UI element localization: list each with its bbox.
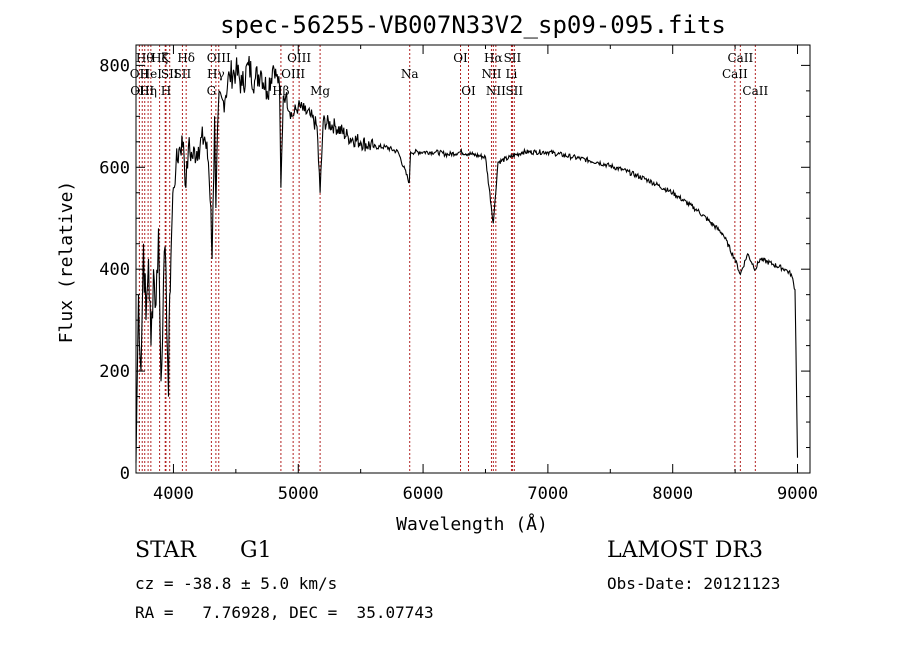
line-label-7: H (161, 84, 171, 98)
line-label-11: G (207, 84, 217, 98)
line-label-9: Hδ (177, 51, 195, 65)
line-label-5: Hζ (151, 51, 168, 65)
line-label-17: Mg (310, 84, 330, 98)
line-label-8: SII (161, 67, 179, 81)
line-label-layer: OIIOIIIHθHηHeIHζKHSIIHδSIIGHγOIIIHβOIIIO… (130, 51, 769, 98)
line-label-22: Hα (484, 51, 503, 65)
x-tick-label-1: 5000 (278, 484, 319, 504)
axis-ticks: 4000 5000 6000 7000 8000 9000 0 200 400 600 800 (99, 45, 818, 504)
line-label-25: SII (504, 51, 522, 65)
line-label-13: OIII (207, 51, 231, 65)
x-axis-label: Wavelength (Å) (396, 513, 548, 535)
line-label-24: Li (506, 67, 518, 81)
line-label-27: CaII (722, 67, 748, 81)
x-tick-label-0: 4000 (153, 484, 194, 504)
line-label-16: OIII (287, 51, 311, 65)
line-label-15: OIII (281, 67, 305, 81)
coordinates-readout: RA = 7.76928, DEC = 35.07743 (135, 603, 434, 622)
line-marker-layer (138, 45, 756, 473)
y-tick-label-1: 200 (99, 362, 130, 382)
x-tick-label-2: 6000 (403, 484, 444, 504)
line-label-4: HeI (140, 67, 163, 81)
chart-title: spec-56255-VB007N33V2_sp09-095.fits (220, 11, 726, 39)
line-label-19: OI (453, 51, 468, 65)
line-label-18: Na (401, 67, 419, 81)
x-tick-label-3: 7000 (527, 484, 568, 504)
y-tick-label-0: 0 (120, 464, 130, 484)
line-label-29: CaII (742, 84, 768, 98)
line-label-6: K (161, 51, 171, 65)
observation-date: Obs-Date: 20121123 (607, 574, 781, 593)
line-label-26: SII (505, 84, 523, 98)
line-label-20: OI (461, 84, 476, 98)
x-tick-label-5: 9000 (777, 484, 818, 504)
line-label-3: Hη (139, 84, 157, 98)
x-tick-label-4: 8000 (652, 484, 693, 504)
y-tick-label-4: 800 (99, 56, 130, 76)
object-class: STAR (135, 538, 196, 563)
y-tick-label-2: 400 (99, 260, 130, 280)
line-label-2: Hθ (136, 51, 154, 65)
line-label-10: SII (174, 67, 192, 81)
line-label-0: OII (130, 67, 150, 81)
y-tick-label-3: 600 (99, 158, 130, 178)
survey-name: LAMOST DR3 (607, 538, 763, 563)
line-label-14: Hβ (272, 84, 289, 98)
redshift-readout: cz = -38.8 ± 5.0 km/s (135, 574, 338, 593)
line-label-23: NII (486, 84, 506, 98)
line-label-28: CaII (727, 51, 753, 65)
line-label-21: NII (481, 67, 501, 81)
object-subclass: G1 (240, 538, 272, 563)
spectrum-series-line (135, 55, 799, 463)
plot-frame (135, 44, 811, 474)
y-axis-label: Flux (relative) (56, 181, 77, 344)
line-label-12: Hγ (207, 67, 225, 81)
